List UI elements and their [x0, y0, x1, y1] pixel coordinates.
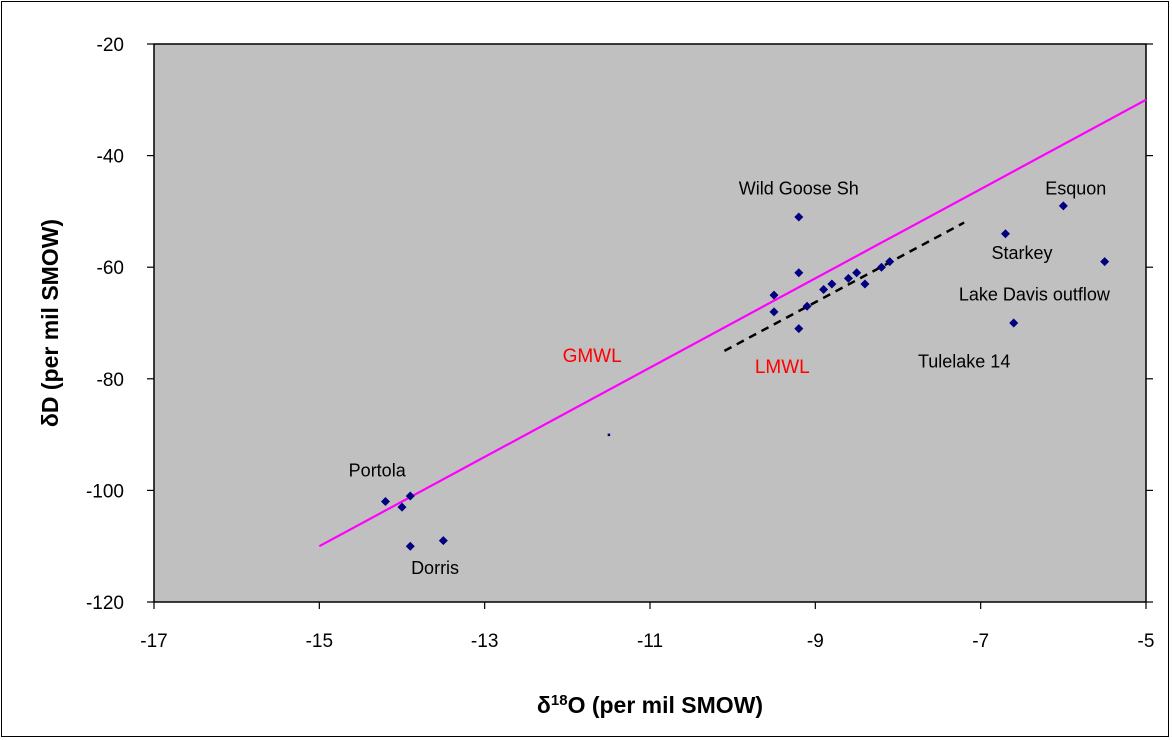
line-label-lmwl: LMWL	[755, 357, 810, 378]
point-label: Dorris	[411, 558, 459, 578]
data-point	[827, 279, 837, 289]
x-axis-title: δ18O (per mil SMOW)	[537, 692, 763, 719]
data-point	[405, 491, 415, 501]
y-tick-label: -120	[86, 593, 124, 614]
x-tick-label: -5	[1138, 631, 1155, 652]
point-label: Tulelake 14	[918, 352, 1010, 372]
data-point	[843, 273, 853, 283]
x-tick-label: -11	[637, 631, 663, 652]
data-point	[1000, 229, 1010, 239]
line-lmwl	[723, 221, 965, 353]
regression-lines	[318, 98, 1147, 548]
point-label: Starkey	[991, 243, 1052, 263]
data-point	[438, 536, 448, 546]
data-point	[794, 268, 804, 278]
y-tick-label: -40	[97, 147, 124, 168]
x-tick-label: -13	[471, 631, 498, 652]
data-point-small	[607, 433, 611, 437]
data-points	[380, 201, 1110, 551]
data-point	[876, 262, 886, 272]
data-point	[794, 212, 804, 222]
data-point	[405, 541, 415, 551]
y-tick-label: -20	[97, 35, 124, 56]
data-point	[860, 279, 870, 289]
data-point	[1058, 201, 1068, 211]
axes: -17 -15 -13 -11 -9 -7 -5 -120 -100 -80 -60 -40 -20	[86, 35, 1154, 652]
x-tick-label: -7	[972, 631, 989, 652]
data-point	[885, 257, 895, 267]
data-point	[769, 307, 779, 317]
point-label: Lake Davis outflow	[959, 285, 1111, 305]
data-point	[397, 502, 407, 512]
annotations: Wild Goose Sh Esquon Starkey Lake Davis out…	[349, 179, 1111, 578]
point-label: Portola	[349, 460, 407, 480]
x-tick-label: -17	[140, 631, 167, 652]
line-label-gmwl: GMWL	[563, 346, 622, 367]
y-tick-label: -80	[97, 370, 124, 391]
x-tick-label: -9	[807, 631, 824, 652]
data-point	[852, 268, 862, 278]
point-label: Wild Goose Sh	[739, 179, 859, 199]
x-axis-title-superscript: 18	[551, 692, 568, 709]
y-tick-label: -100	[86, 481, 124, 502]
data-point	[769, 290, 779, 300]
line-gmwl	[318, 98, 1147, 548]
data-point	[380, 497, 390, 507]
data-point	[819, 285, 829, 295]
y-axis-title: δD (per mil SMOW)	[37, 219, 63, 427]
x-tick-label: -15	[306, 631, 333, 652]
data-point	[1009, 318, 1019, 328]
x-axis-title-prefix: δ	[537, 692, 551, 718]
data-point	[794, 324, 804, 334]
data-point	[802, 301, 812, 311]
y-tick-label: -60	[97, 258, 124, 279]
data-point	[1100, 257, 1110, 267]
plot-area	[153, 43, 1147, 603]
point-label: Esquon	[1045, 179, 1106, 199]
x-axis-title-rest: O (per mil SMOW)	[568, 692, 764, 718]
